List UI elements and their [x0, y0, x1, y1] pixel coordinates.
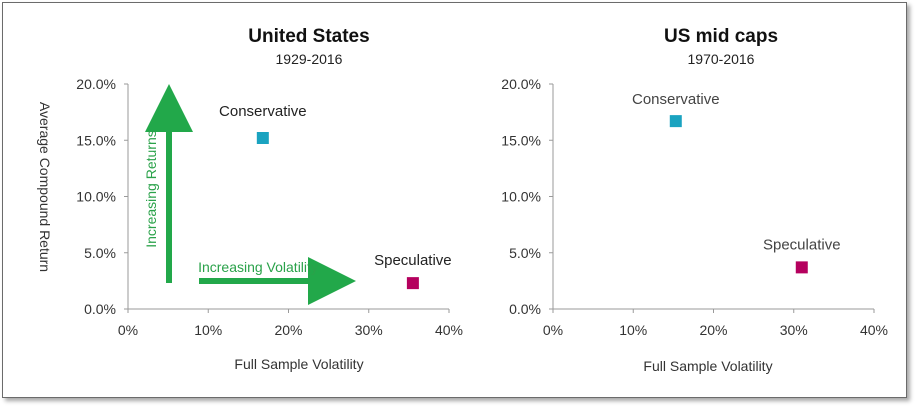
- x-tick-label: 30%: [355, 322, 383, 338]
- x-tick-label: 30%: [780, 322, 808, 338]
- y-tick-label: 20.0%: [76, 76, 116, 92]
- data-point-label-conservative: Conservative: [632, 91, 720, 108]
- data-point-speculative: [795, 261, 808, 274]
- y-tick-label: 5.0%: [84, 245, 116, 261]
- y-tick-label: 10.0%: [501, 189, 541, 205]
- chart-subtitle-us-mid-caps: 1970-2016: [688, 51, 755, 67]
- data-point-label-conservative: Conservative: [219, 103, 307, 120]
- x-tick-label: 0%: [543, 322, 563, 338]
- x-tick-label: 10%: [194, 322, 222, 338]
- y-tick-label: 15.0%: [501, 132, 541, 148]
- increasing-returns-label: Increasing Returns: [143, 130, 159, 248]
- y-tick-label: 5.0%: [509, 245, 541, 261]
- x-tick-label: 20%: [274, 322, 302, 338]
- y-axis-label-united-states: Average Compound Return: [37, 102, 53, 272]
- data-point-conservative: [669, 115, 682, 128]
- x-tick-label: 40%: [860, 322, 888, 338]
- chart-subtitle-united-states: 1929-2016: [276, 51, 343, 67]
- x-tick-label: 10%: [619, 322, 647, 338]
- increasing-volatility-label: Increasing Volatility: [198, 259, 318, 275]
- data-point-conservative: [256, 132, 269, 144]
- chart-frame: [2, 2, 907, 398]
- y-tick-label: 15.0%: [76, 132, 116, 148]
- y-tick-label: 0.0%: [84, 301, 116, 317]
- data-point-speculative: [406, 277, 419, 290]
- x-tick-label: 40%: [435, 322, 463, 338]
- x-axis-label-united-states: Full Sample Volatility: [234, 356, 363, 372]
- data-point-label-speculative: Speculative: [374, 252, 452, 269]
- x-tick-label: 0%: [118, 322, 138, 338]
- chart-title-united-states: United States: [248, 26, 369, 47]
- data-point-label-speculative: Speculative: [763, 236, 841, 253]
- y-tick-label: 20.0%: [501, 76, 541, 92]
- x-axis-label-us-mid-caps: Full Sample Volatility: [643, 358, 772, 374]
- chart-title-us-mid-caps: US mid caps: [664, 26, 778, 47]
- x-tick-label: 20%: [699, 322, 727, 338]
- y-tick-label: 10.0%: [76, 189, 116, 205]
- y-tick-label: 0.0%: [509, 301, 541, 317]
